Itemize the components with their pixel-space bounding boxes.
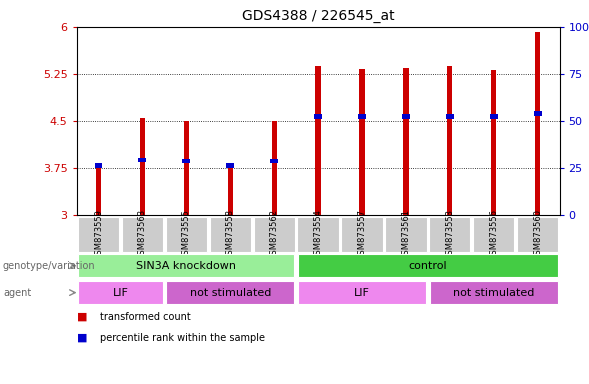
Text: LIF: LIF (112, 288, 128, 298)
Text: SIN3A knockdown: SIN3A knockdown (136, 261, 236, 271)
Bar (226, 164, 234, 167)
Text: not stimulated: not stimulated (190, 288, 271, 298)
Bar (473, 217, 514, 252)
Text: GSM873559: GSM873559 (94, 209, 103, 260)
Bar (140, 118, 145, 215)
Bar (78, 281, 163, 304)
Text: GSM873563: GSM873563 (138, 209, 147, 260)
Bar (314, 114, 322, 119)
Text: control: control (409, 261, 447, 271)
Bar (358, 114, 366, 119)
Text: genotype/variation: genotype/variation (3, 261, 95, 271)
Text: ■: ■ (77, 333, 87, 343)
Bar (298, 281, 426, 304)
Text: GSM873561: GSM873561 (401, 209, 411, 260)
Bar (535, 32, 540, 215)
Text: agent: agent (3, 288, 31, 298)
Text: GSM873560: GSM873560 (533, 209, 542, 260)
Text: GSM873556: GSM873556 (489, 209, 498, 260)
Text: GSM873562: GSM873562 (270, 209, 279, 260)
Bar (166, 281, 294, 304)
Bar (429, 281, 558, 304)
Bar (517, 217, 558, 252)
Bar (385, 217, 426, 252)
Bar (446, 114, 454, 119)
Bar (184, 121, 189, 215)
Text: LIF: LIF (354, 288, 370, 298)
Bar (138, 158, 147, 162)
Bar (270, 159, 278, 163)
Bar (227, 163, 233, 215)
Bar (298, 255, 558, 277)
Bar (96, 166, 101, 215)
Bar (78, 217, 119, 252)
Bar (429, 217, 471, 252)
Text: transformed count: transformed count (100, 312, 191, 322)
Bar (447, 66, 452, 215)
Bar (166, 217, 207, 252)
Text: GSM873557: GSM873557 (358, 209, 366, 260)
Bar (272, 121, 277, 215)
Text: ■: ■ (77, 312, 87, 322)
Bar (253, 217, 294, 252)
Title: GDS4388 / 226545_at: GDS4388 / 226545_at (241, 9, 395, 23)
Text: not stimulated: not stimulated (453, 288, 534, 298)
Bar (534, 111, 541, 116)
Bar (122, 217, 163, 252)
Bar (491, 70, 497, 215)
Bar (342, 217, 383, 252)
Bar (359, 69, 365, 215)
Bar (95, 164, 102, 167)
Text: percentile rank within the sample: percentile rank within the sample (100, 333, 265, 343)
Bar (210, 217, 251, 252)
Bar (489, 114, 498, 119)
Bar (297, 217, 339, 252)
Bar (402, 114, 410, 119)
Bar (316, 66, 320, 215)
Bar (183, 159, 190, 163)
Text: GSM873553: GSM873553 (445, 209, 454, 260)
Bar (78, 255, 294, 277)
Text: GSM873554: GSM873554 (313, 209, 323, 260)
Bar (403, 68, 409, 215)
Text: GSM873558: GSM873558 (226, 209, 235, 260)
Text: GSM873555: GSM873555 (182, 209, 191, 260)
